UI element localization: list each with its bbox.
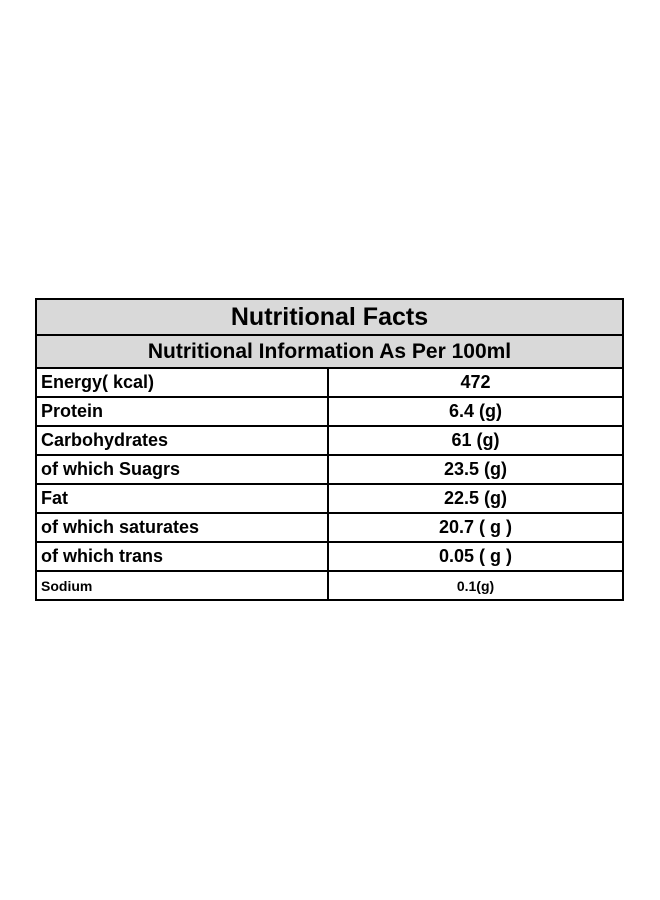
table-row-sugars: of which Suagrs 23.5 (g) (35, 454, 624, 485)
table-subtitle-row: Nutritional Information As Per 100ml (35, 334, 624, 369)
nutrient-label: Fat (35, 483, 329, 514)
table-row-saturates: of which saturates 20.7 ( g ) (35, 512, 624, 543)
nutrient-label: Energy( kcal) (35, 367, 329, 398)
nutrient-label: Carbohydrates (35, 425, 329, 456)
nutrient-value: 20.7 ( g ) (327, 512, 624, 543)
nutrient-value: 0.1(g) (327, 570, 624, 601)
nutrient-label: of which trans (35, 541, 329, 572)
table-subtitle: Nutritional Information As Per 100ml (35, 334, 624, 369)
nutrient-value: 0.05 ( g ) (327, 541, 624, 572)
nutrient-value: 61 (g) (327, 425, 624, 456)
nutrient-value: 6.4 (g) (327, 396, 624, 427)
table-row-trans: of which trans 0.05 ( g ) (35, 541, 624, 572)
nutrient-label: of which saturates (35, 512, 329, 543)
table-row-fat: Fat 22.5 (g) (35, 483, 624, 514)
nutrient-label: of which Suagrs (35, 454, 329, 485)
table-row-sodium: Sodium 0.1(g) (35, 570, 624, 601)
nutrient-value: 472 (327, 367, 624, 398)
table-title: Nutritional Facts (35, 298, 624, 336)
nutrient-label: Sodium (35, 570, 329, 601)
nutrition-facts-table: Nutritional Facts Nutritional Informatio… (35, 298, 624, 601)
table-title-row: Nutritional Facts (35, 298, 624, 336)
nutrient-value: 23.5 (g) (327, 454, 624, 485)
table-row-carbohydrates: Carbohydrates 61 (g) (35, 425, 624, 456)
table-row-protein: Protein 6.4 (g) (35, 396, 624, 427)
nutrient-label: Protein (35, 396, 329, 427)
nutrient-value: 22.5 (g) (327, 483, 624, 514)
table-row-energy: Energy( kcal) 472 (35, 367, 624, 398)
